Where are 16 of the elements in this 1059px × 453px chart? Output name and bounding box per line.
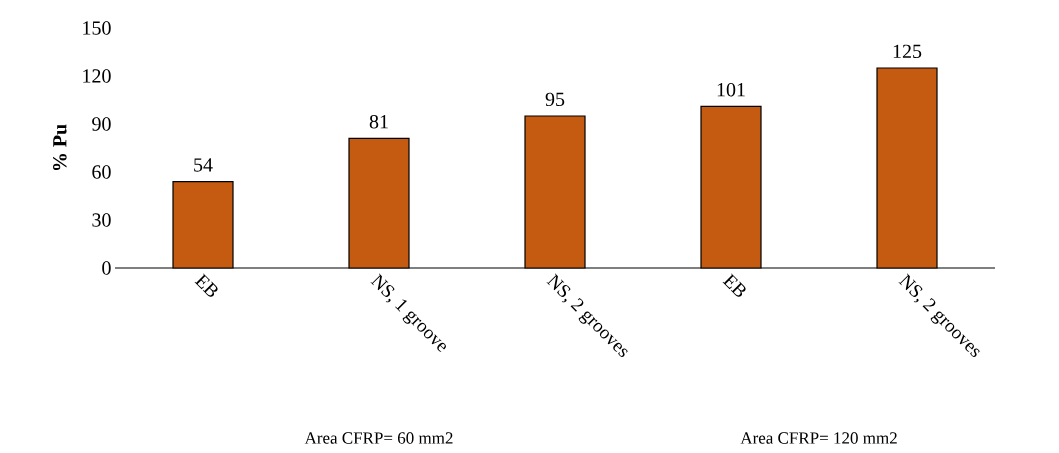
data-label: 101 [717,82,745,97]
y-tick-label: 90 [92,117,111,131]
y-axis-title: % Pu [53,124,67,171]
x-tick-label: EB [194,273,218,297]
x-tick-label: EB [722,273,746,297]
y-tick-label: 30 [92,213,111,227]
y-tick-label: 150 [83,21,111,35]
y-tick-label: 120 [83,69,111,83]
data-label: 81 [369,114,388,129]
text: Area CFRP= 120 mm2 [740,432,897,444]
data-label: 54 [194,158,213,172]
y-tick-label: 60 [92,165,111,179]
data-label: 125 [893,44,922,59]
y-tick-label: 0 [102,261,111,275]
text: Area CFRP= 60 mm2 [304,432,453,444]
data-label: 95 [545,92,565,107]
